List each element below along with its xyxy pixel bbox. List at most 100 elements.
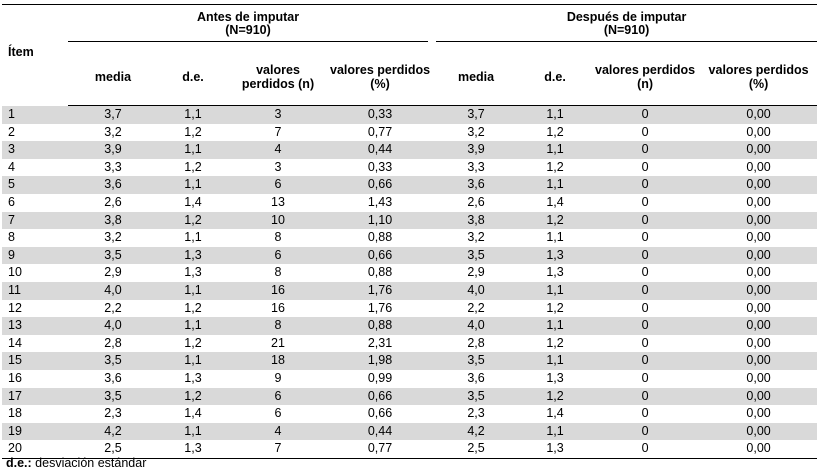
table-cell: 3,5 bbox=[432, 387, 521, 406]
table-cell: 3,5 bbox=[432, 352, 521, 370]
table-cell: 0 bbox=[641, 159, 649, 174]
table-cell: 0,99 bbox=[367, 370, 393, 385]
table-cell: 7 bbox=[274, 124, 282, 139]
table-cell: 16 bbox=[228, 281, 328, 300]
table-cell: 2,6 bbox=[104, 194, 122, 209]
table-cell: 9 bbox=[274, 370, 282, 385]
item-number-cell: 2 bbox=[8, 124, 15, 139]
table-row: 8 3,2 1,1 8 0,88 3,2 1,1 0 0,00 bbox=[2, 229, 817, 247]
table-cell: 1,43 bbox=[367, 194, 393, 209]
column-header: d.e. bbox=[520, 49, 591, 106]
table-cell: 1,3 bbox=[520, 246, 591, 265]
footnote-abbr: d.e.: bbox=[6, 456, 32, 470]
item-number-cell: 6 bbox=[8, 194, 15, 209]
column-header: media bbox=[432, 49, 521, 106]
table-cell: 1,1 bbox=[520, 422, 591, 441]
table-cell: 1,1 bbox=[158, 176, 228, 194]
table-cell: 3,8 bbox=[68, 211, 158, 230]
item-number-cell: 14 bbox=[8, 335, 22, 350]
table-cell: 0 bbox=[590, 105, 701, 124]
table-cell: 3,6 bbox=[432, 176, 521, 194]
table-cell: 1,2 bbox=[546, 335, 564, 350]
table-row: 17 3,5 1,2 6 0,66 3,5 1,2 0 0,00 bbox=[2, 387, 818, 406]
table-cell: 2,2 bbox=[104, 300, 122, 315]
table-cell: 2,9 bbox=[467, 265, 485, 280]
table-cell: 1,2 bbox=[184, 159, 202, 174]
table-cell: 7 bbox=[228, 440, 328, 459]
table-cell: 1,2 bbox=[546, 124, 564, 139]
item-number-cell: 7 bbox=[2, 211, 68, 230]
table-cell: 4,0 bbox=[68, 317, 158, 335]
column-header-row: media d.e. valores perdidos (n) valores per… bbox=[2, 49, 818, 106]
table-cell: 0,88 bbox=[367, 230, 393, 245]
table-cell: 1,3 bbox=[546, 265, 564, 280]
table-cell: 0,00 bbox=[746, 300, 771, 315]
table-cell: 8 bbox=[274, 265, 282, 280]
table-cell: 3 bbox=[274, 159, 282, 174]
item-number-cell: 9 bbox=[2, 246, 68, 265]
table-cell: 1,2 bbox=[158, 211, 228, 230]
table-row: 12 2,2 1,2 16 1,76 2,2 1,2 0 0,00 bbox=[2, 300, 817, 318]
table-cell: 0,00 bbox=[746, 159, 771, 174]
table-cell: 3,6 bbox=[467, 370, 485, 385]
table-cell: 0,00 bbox=[700, 105, 818, 124]
table-cell: 1,1 bbox=[520, 317, 591, 335]
table-cell: 0 bbox=[590, 317, 701, 335]
table-row: 15 3,5 1,1 18 1,98 3,5 1,1 0 0,00 bbox=[2, 352, 818, 370]
table-body: 1 3,7 1,1 3 0,33 3,7 1,1 0 0,00 2 3,2 1,2 7 0,77 3,2 1,… bbox=[2, 105, 818, 459]
table-cell: 0 bbox=[590, 422, 701, 441]
table-cell: 6 bbox=[228, 387, 328, 406]
item-number-cell: 4 bbox=[8, 159, 15, 174]
item-number-cell: 20 bbox=[2, 440, 68, 459]
table-row: 7 3,8 1,2 10 1,10 3,8 1,2 0 0,00 bbox=[2, 211, 818, 230]
table-cell: 3,2 bbox=[104, 124, 122, 139]
table-cell: 4 bbox=[228, 422, 328, 441]
table-cell: 3,3 bbox=[104, 159, 122, 174]
table-cell: 2,8 bbox=[467, 335, 485, 350]
table-row: 18 2,3 1,4 6 0,66 2,3 1,4 0 0,00 bbox=[2, 405, 817, 423]
table-cell: 1,1 bbox=[158, 317, 228, 335]
table-cell: 1,1 bbox=[520, 352, 591, 370]
table-cell: 0,00 bbox=[746, 370, 771, 385]
table-cell: 3,2 bbox=[467, 230, 485, 245]
table-row: 19 4,2 1,1 4 0,44 4,2 1,1 0 0,00 bbox=[2, 422, 818, 441]
table-row: 3 3,9 1,1 4 0,44 3,9 1,1 0 0,00 bbox=[2, 141, 818, 159]
table-cell: 4,2 bbox=[68, 422, 158, 441]
item-number-cell: 11 bbox=[2, 281, 68, 300]
table-cell: 6 bbox=[228, 176, 328, 194]
table-row: 4 3,3 1,2 3 0,33 3,3 1,2 0 0,00 bbox=[2, 159, 817, 177]
table-cell: 0,00 bbox=[700, 440, 818, 459]
table-cell: 2,3 bbox=[104, 406, 122, 421]
table-cell: 1,1 bbox=[158, 105, 228, 124]
table-cell: 1,3 bbox=[520, 440, 591, 459]
table-cell: 18 bbox=[228, 352, 328, 370]
table-cell: 0,00 bbox=[700, 387, 818, 406]
statistics-table: Ítem Antes de imputar (N=910) Después de… bbox=[2, 4, 818, 459]
table-cell: 2,2 bbox=[467, 300, 485, 315]
table-cell: 1,2 bbox=[546, 159, 564, 174]
table-cell: 0,00 bbox=[700, 246, 818, 265]
table-cell: 0,77 bbox=[367, 124, 393, 139]
table-cell: 0,00 bbox=[746, 265, 771, 280]
table-cell: 1,1 bbox=[520, 176, 591, 194]
table-cell: 1,3 bbox=[158, 246, 228, 265]
table-cell: 3,8 bbox=[432, 211, 521, 230]
table-cell: 3,9 bbox=[68, 141, 158, 159]
table-cell: 1,3 bbox=[158, 440, 228, 459]
table-cell: 0 bbox=[590, 440, 701, 459]
table-cell: 1,1 bbox=[520, 141, 591, 159]
table-cell: 0,88 bbox=[328, 317, 433, 335]
item-column-header: Ítem bbox=[2, 4, 68, 106]
table-cell: 0 bbox=[590, 281, 701, 300]
table-cell: 4,0 bbox=[68, 281, 158, 300]
table-cell: 3,2 bbox=[467, 124, 485, 139]
table-cell: 2,8 bbox=[104, 335, 122, 350]
table-cell: 0,00 bbox=[746, 335, 771, 350]
table-cell: 16 bbox=[271, 300, 285, 315]
table-row: 5 3,6 1,1 6 0,66 3,6 1,1 0 0,00 bbox=[2, 176, 818, 194]
table-cell: 0,00 bbox=[746, 230, 771, 245]
item-number-cell: 17 bbox=[2, 387, 68, 406]
table-cell: 3,5 bbox=[68, 352, 158, 370]
table-cell: 1,2 bbox=[184, 335, 202, 350]
table-cell: 1,4 bbox=[546, 406, 564, 421]
